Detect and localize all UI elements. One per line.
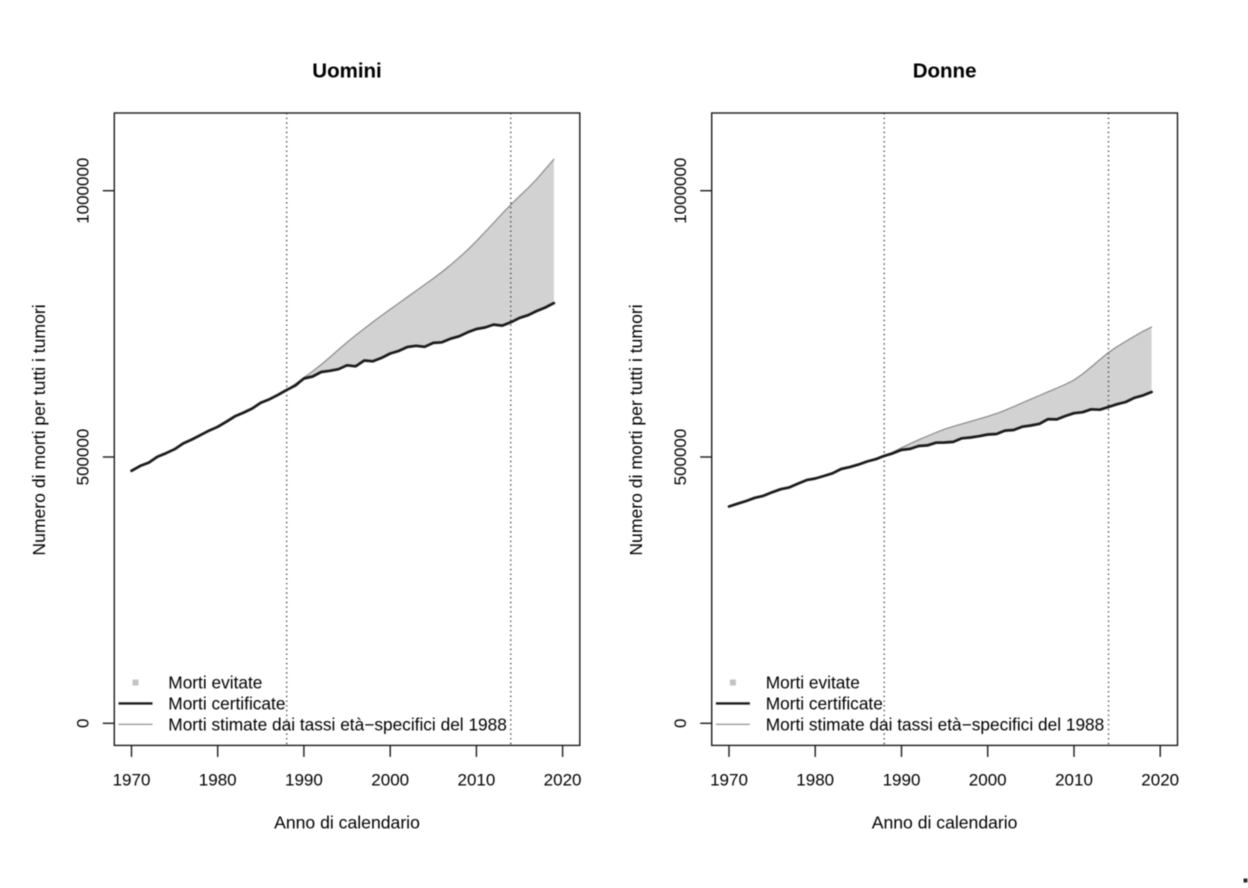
svg-text:2010: 2010 (1055, 771, 1093, 790)
svg-text:Anno di calendario: Anno di calendario (274, 813, 420, 833)
svg-text:1970: 1970 (113, 771, 151, 790)
svg-text:Donne: Donne (913, 60, 977, 83)
svg-text:2020: 2020 (1141, 771, 1179, 790)
svg-text:500000: 500000 (671, 429, 690, 486)
svg-text:Numero di morti per tutti i tu: Numero di morti per tutti i tumori (29, 304, 49, 555)
svg-text:Morti evitate: Morti evitate (168, 673, 262, 693)
svg-text:0: 0 (671, 719, 690, 728)
svg-text:Anno di calendario: Anno di calendario (872, 813, 1018, 833)
svg-text:1990: 1990 (285, 771, 323, 790)
svg-text:1000000: 1000000 (74, 158, 93, 224)
svg-text:500000: 500000 (74, 429, 93, 486)
svg-text:2000: 2000 (969, 771, 1007, 790)
svg-text:1970: 1970 (710, 771, 748, 790)
svg-text:2020: 2020 (544, 771, 582, 790)
svg-text:Numero di morti per tutti i tu: Numero di morti per tutti i tumori (626, 304, 646, 555)
svg-text:1980: 1980 (199, 771, 237, 790)
svg-text:Uomini: Uomini (312, 60, 381, 83)
svg-text:Morti stimate dai tassi età−sp: Morti stimate dai tassi età−specifici de… (168, 714, 507, 734)
svg-text:0: 0 (74, 719, 93, 728)
svg-text:Morti certificate: Morti certificate (168, 694, 285, 714)
svg-text:Morti certificate: Morti certificate (766, 694, 883, 714)
svg-text:2000: 2000 (371, 771, 409, 790)
svg-text:Morti evitate: Morti evitate (766, 673, 860, 693)
svg-text:2010: 2010 (457, 771, 495, 790)
svg-text:1980: 1980 (796, 771, 834, 790)
svg-text:Morti stimate dai tassi età−sp: Morti stimate dai tassi età−specifici de… (766, 714, 1105, 734)
svg-text:1000000: 1000000 (671, 158, 690, 224)
svg-text:1990: 1990 (883, 771, 921, 790)
